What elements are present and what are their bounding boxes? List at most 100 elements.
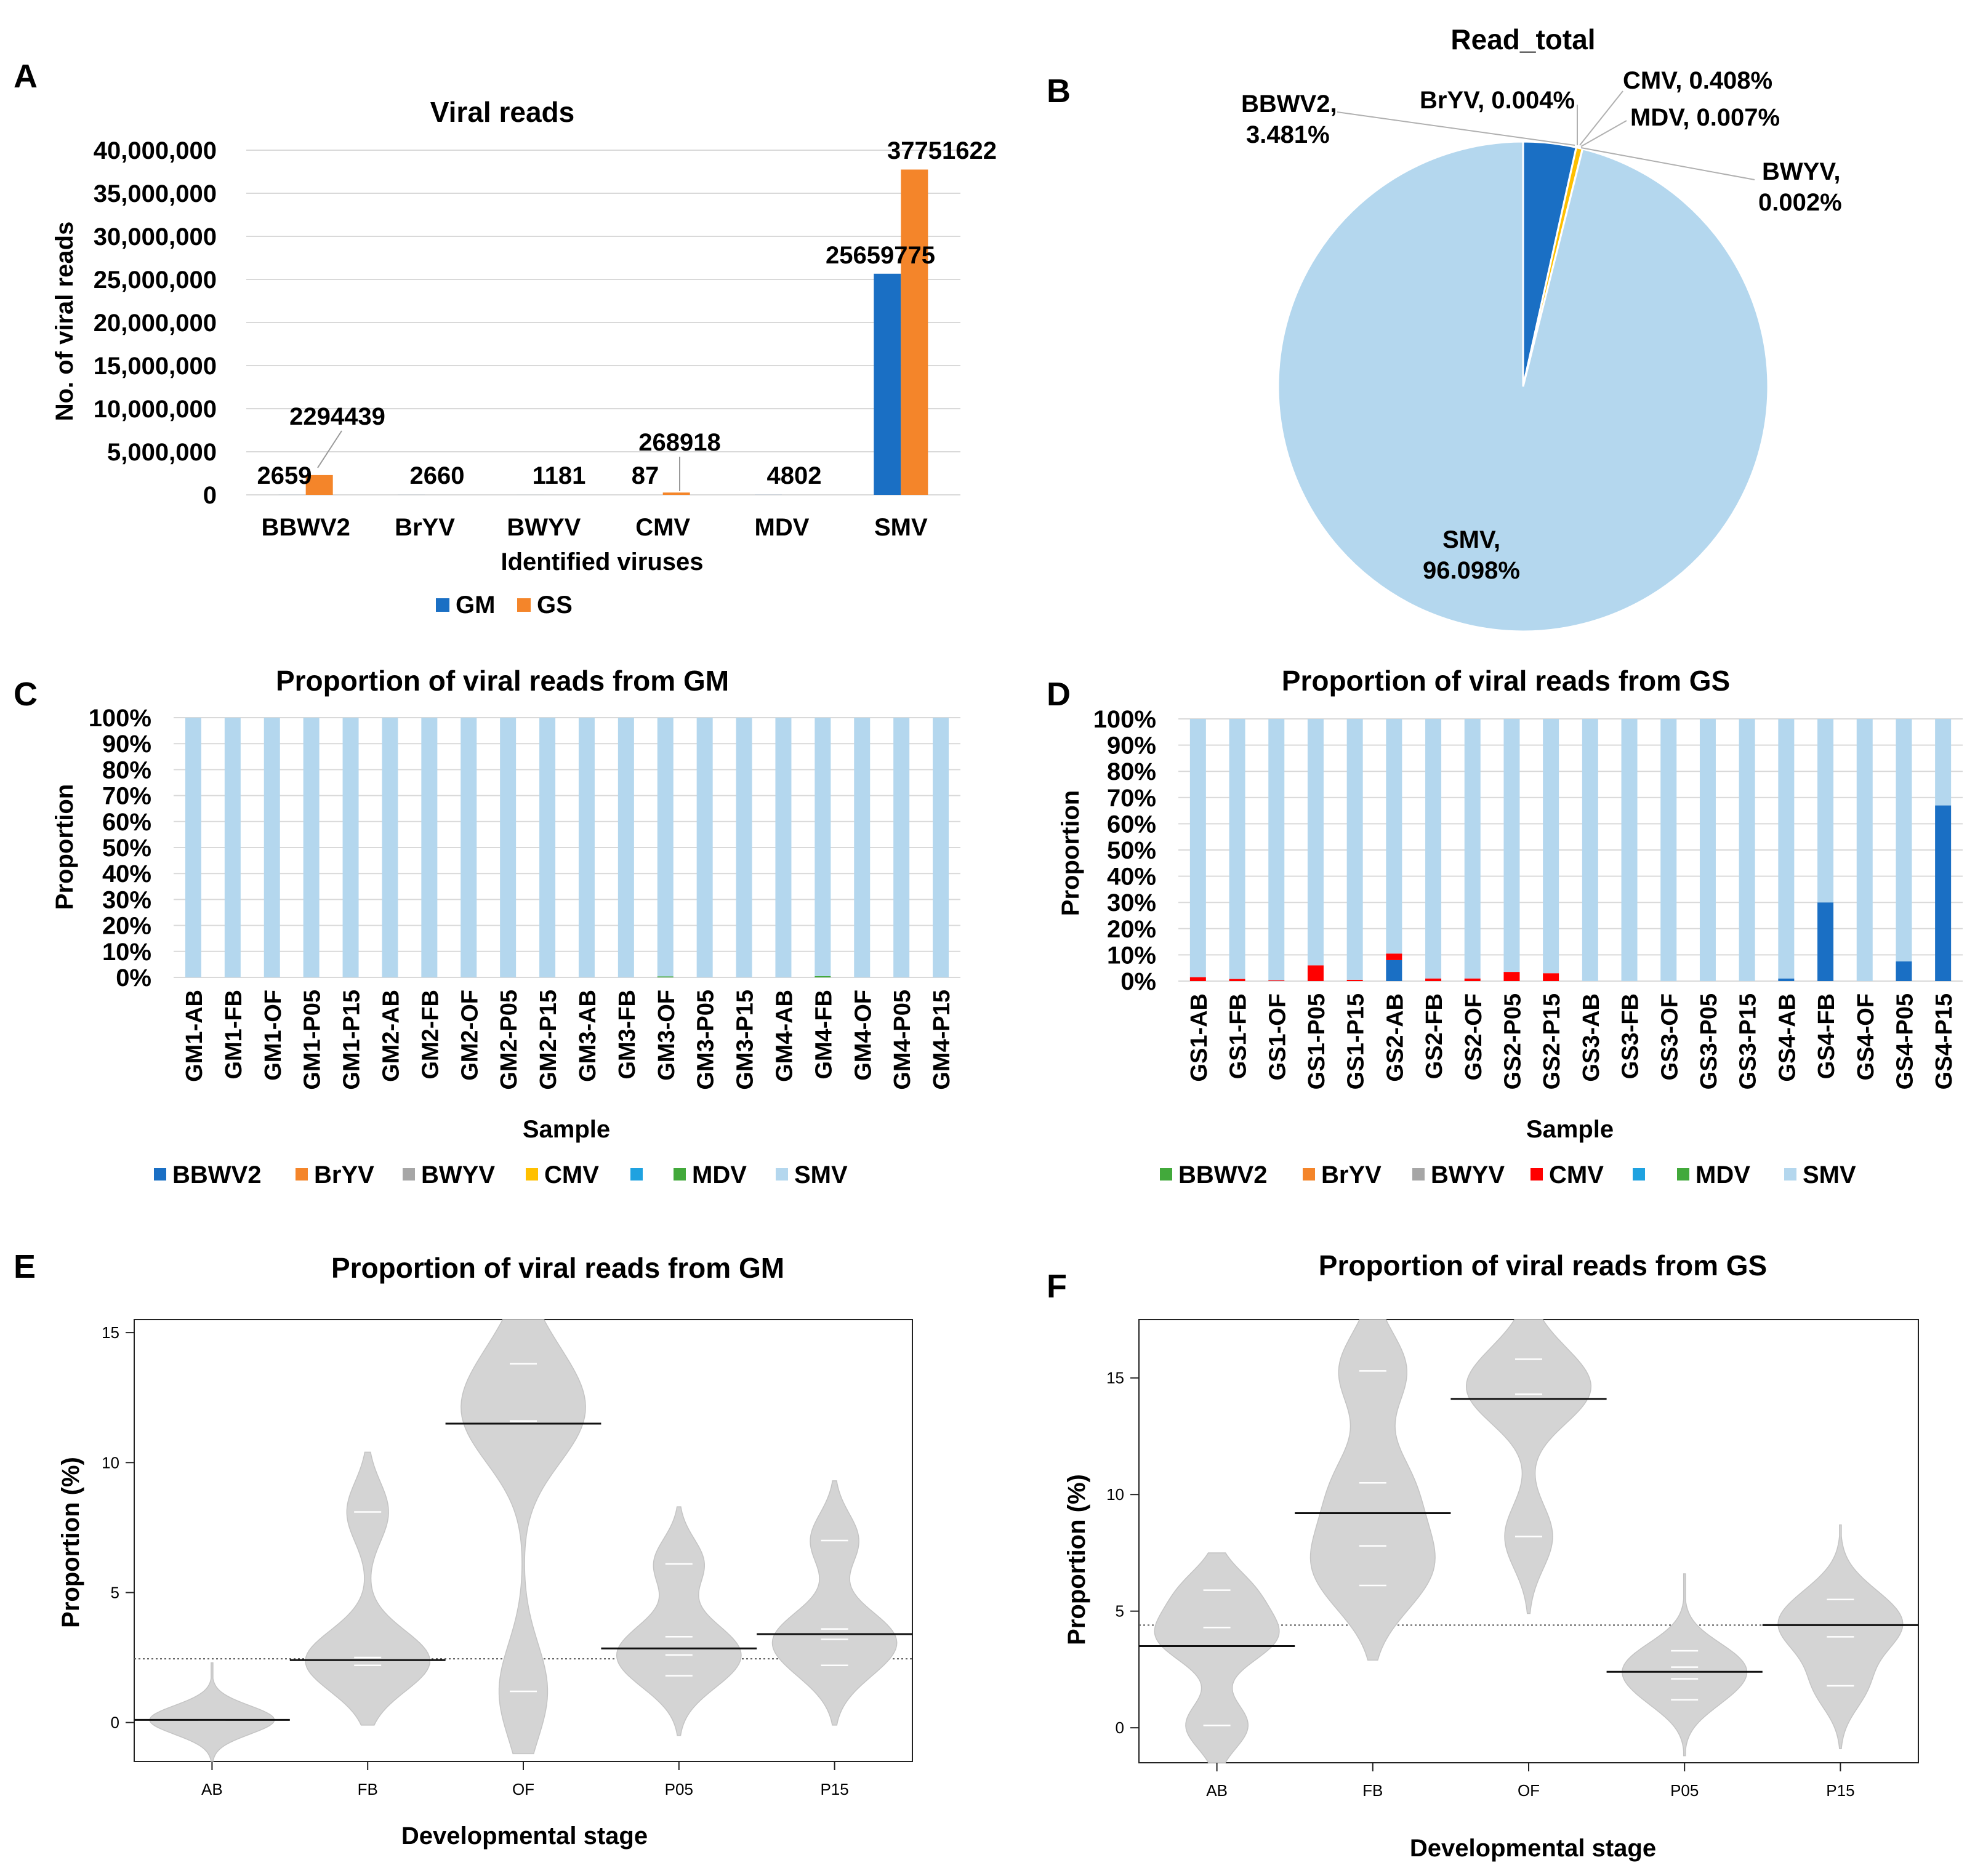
pie-label-smv: SMV, 96.098% <box>1423 526 1520 584</box>
y-tick-label: 0% <box>1120 968 1156 995</box>
y-tick-label: 90% <box>1107 732 1156 760</box>
legend-label: MDV <box>1695 1161 1750 1189</box>
bar-smv-gs3-p15 <box>1739 719 1755 981</box>
bar-gs-bbwv2 <box>305 475 333 495</box>
x-tick-label: GM1-OF <box>260 990 286 1081</box>
y-tick-label: 0% <box>116 964 151 992</box>
legend-swatch <box>1303 1168 1315 1181</box>
legend-label-gm: GM <box>456 591 495 619</box>
bar-smv-gm1-of <box>263 718 280 977</box>
bar-smv-gs2-p15 <box>1543 719 1559 974</box>
panel-a-title: Viral reads <box>430 96 574 128</box>
legend-swatch <box>1633 1168 1645 1181</box>
leader-line-cmv <box>1579 90 1623 146</box>
legend-swatch <box>674 1168 686 1181</box>
x-tick-label: GS2-OF <box>1461 993 1487 1080</box>
x-tick-label: GM4-P15 <box>929 990 955 1090</box>
x-tick-label: GM1-FB <box>221 990 247 1080</box>
y-tick-label: 100% <box>89 705 151 732</box>
panel-letter-f: F <box>1047 1268 1067 1305</box>
panel-c-xlabel: Sample <box>523 1116 610 1143</box>
x-tick-label: SMV <box>874 514 928 541</box>
pie-label-mdv: MDV, 0.007% <box>1630 104 1780 131</box>
panel-d-title: Proportion of viral reads from GS <box>1282 665 1730 697</box>
x-tick-label: AB <box>201 1780 223 1798</box>
bar-smv-gs2-p05 <box>1503 719 1520 972</box>
x-tick-label: GS4-FB <box>1814 993 1840 1079</box>
bar-smv-gm2-ab <box>382 718 398 977</box>
legend-swatch <box>776 1168 788 1181</box>
x-tick-label: GS2-P15 <box>1539 993 1565 1089</box>
bar-smv-gm4-fb <box>815 718 831 976</box>
data-label: 2660 <box>410 462 465 489</box>
x-tick-label: GM4-OF <box>850 990 876 1081</box>
legend-label: CMV <box>544 1161 599 1189</box>
x-tick-label: GM3-AB <box>575 990 601 1082</box>
bar-gs-cmv <box>662 492 690 495</box>
bar-gm-smv <box>874 273 901 495</box>
y-tick-label: 100% <box>1093 706 1156 733</box>
bar-smv-gm3-of <box>657 718 674 977</box>
bar-smv-gs3-fb <box>1621 719 1638 981</box>
x-tick-label: MDV <box>755 514 810 541</box>
bar-cmv-gs1-p05 <box>1307 965 1324 981</box>
bar-smv-gm1-p05 <box>303 718 320 977</box>
bar-smv-gm4-p15 <box>933 718 949 977</box>
bar-smv-gm2-p05 <box>500 718 517 977</box>
legend-swatch <box>1412 1168 1425 1181</box>
bar-smv-gs4-p05 <box>1896 719 1912 962</box>
x-tick-label: GS3-FB <box>1618 993 1644 1079</box>
y-tick-label: 20% <box>1107 916 1156 943</box>
panel-d-ylabel: Proportion <box>1057 790 1084 916</box>
panel-b-title: Read_total <box>1450 23 1595 55</box>
panel-e-ylabel: Proportion (%) <box>57 1457 84 1628</box>
bar-cmv-gs2-p15 <box>1543 973 1559 981</box>
x-tick-label: GS2-AB <box>1382 993 1408 1082</box>
pie-label-bryv: BrYV, 0.004% <box>1420 87 1575 114</box>
x-tick-label: GM3-OF <box>654 990 680 1081</box>
x-tick-label: OF <box>1518 1781 1540 1800</box>
x-tick-label: GS2-FB <box>1422 993 1447 1079</box>
bar-bbwv2-gs4-p05 <box>1896 961 1912 981</box>
y-tick-label: 10 <box>102 1453 119 1472</box>
x-tick-label: GS1-P15 <box>1343 993 1369 1089</box>
bar-smv-gs1-p05 <box>1307 719 1324 966</box>
legend-swatch <box>630 1168 643 1181</box>
violin-p05 <box>1622 1573 1748 1757</box>
y-tick-label: 25,000,000 <box>94 267 217 294</box>
legend-swatch <box>526 1168 538 1181</box>
y-tick-label: 10,000,000 <box>94 396 217 423</box>
data-label: 87 <box>632 462 659 489</box>
pie-slice-smv <box>1277 140 1769 633</box>
x-tick-label: OF <box>512 1780 534 1798</box>
bar-bbwv2-gs4-fb <box>1817 902 1834 981</box>
legend-swatch <box>1784 1168 1796 1181</box>
panel-e-violin: Proportion of viral reads from GM Propor… <box>57 1252 913 1850</box>
violin-fb <box>305 1451 431 1726</box>
y-tick-label: 10% <box>1107 942 1156 969</box>
data-label: 2659 <box>257 462 312 489</box>
x-tick-label: GS3-P05 <box>1696 993 1722 1089</box>
y-tick-label: 80% <box>102 756 151 784</box>
bar-mdv-gm4-fb <box>815 976 831 977</box>
legend-swatch <box>1531 1168 1543 1181</box>
bar-smv-gs1-ab <box>1189 719 1206 977</box>
bar-smv-gm3-p05 <box>696 718 713 977</box>
bar-smv-gm1-ab <box>185 718 201 977</box>
x-tick-label: GM4-FB <box>811 990 837 1080</box>
panel-a-legend: GM GS <box>436 591 573 619</box>
panel-c-title: Proportion of viral reads from GM <box>276 665 729 697</box>
panel-letter-b: B <box>1047 73 1071 110</box>
x-tick-label: GM2-P15 <box>536 990 561 1090</box>
panel-e-xlabel: Developmental stage <box>401 1822 648 1850</box>
bar-smv-gs4-p15 <box>1935 719 1952 806</box>
data-label: 25659775 <box>826 242 935 269</box>
bar-cmv-gs2-p05 <box>1503 972 1520 981</box>
y-tick-label: 30% <box>1107 889 1156 916</box>
violin-fb <box>1309 1319 1436 1661</box>
y-tick-label: 5,000,000 <box>107 439 217 466</box>
panel-a-xlabel: Identified viruses <box>501 548 704 575</box>
violin-p05 <box>616 1506 742 1736</box>
y-tick-label: 20,000,000 <box>94 310 217 337</box>
